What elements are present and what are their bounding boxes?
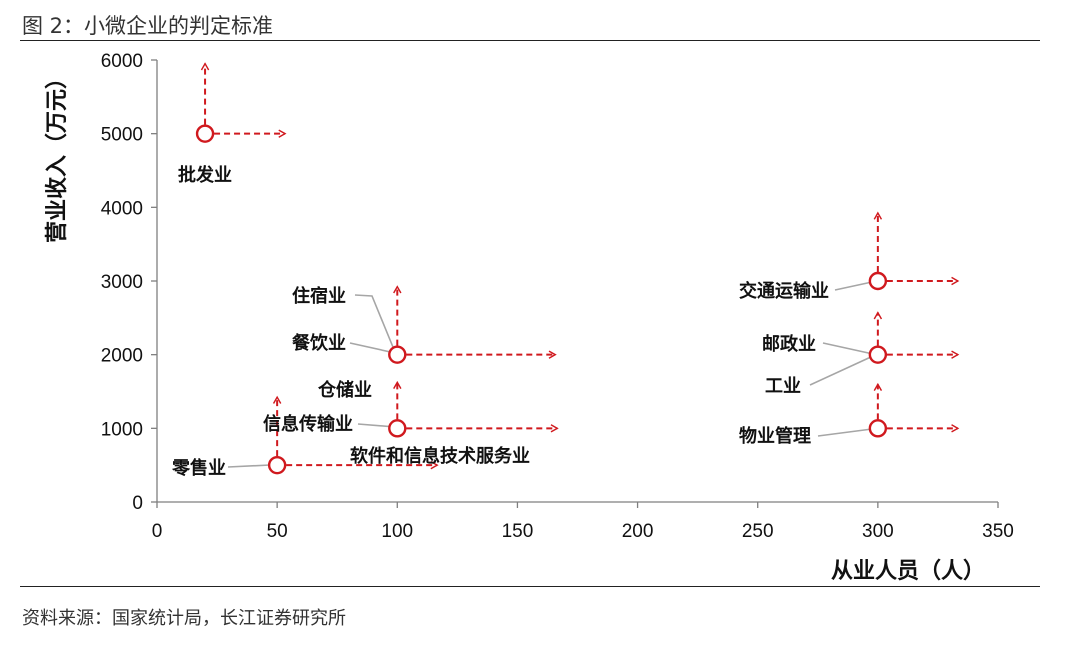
axes: 0 1000 2000 3000 4000 5000 6000 0 50 100 150 200 250… <box>101 51 1014 542</box>
data-points <box>195 124 888 475</box>
leader-line <box>349 342 396 354</box>
y-tick-label: 4000 <box>101 198 143 219</box>
data-point-marker <box>267 455 287 475</box>
point-label: 邮政业 <box>762 333 816 355</box>
leader-line <box>822 342 874 355</box>
y-tick-label: 5000 <box>101 125 143 146</box>
x-axis-title: 从业人员（人） <box>831 559 985 584</box>
leader-line <box>834 281 873 291</box>
leader-lines <box>227 281 874 468</box>
x-tick-label: 200 <box>622 521 654 542</box>
x-tick-label: 300 <box>862 521 894 542</box>
point-label: 仓储业 <box>317 379 372 401</box>
x-tick-label: 100 <box>381 521 413 542</box>
data-point-marker <box>868 345 888 364</box>
point-label: 餐饮业 <box>291 332 346 354</box>
figure-title: 图 2：小微企业的判定标准 <box>22 14 274 38</box>
y-tick-label: 6000 <box>101 51 143 72</box>
x-tick-label: 50 <box>267 521 288 542</box>
leader-line <box>227 464 271 468</box>
x-tick-label: 250 <box>742 521 774 542</box>
point-label: 住宿业 <box>292 285 346 307</box>
point-label: 工业 <box>765 376 801 397</box>
point-label: 交通运输业 <box>739 280 829 302</box>
point-label: 批发业 <box>178 164 232 186</box>
point-label: 信息传输业 <box>263 413 353 435</box>
y-tick-label: 0 <box>132 493 143 514</box>
y-tick-label: 1000 <box>101 419 143 440</box>
data-point-marker <box>195 124 215 143</box>
data-point-marker <box>868 271 888 291</box>
data-point-marker <box>388 345 407 364</box>
y-tick-label: 2000 <box>101 346 143 367</box>
leader-line <box>354 294 396 353</box>
data-point-marker <box>388 419 407 438</box>
point-label: 软件和信息技术服务业 <box>350 445 530 467</box>
leader-line <box>809 355 874 386</box>
x-tick-label: 0 <box>152 521 163 542</box>
leader-line <box>817 428 873 437</box>
threshold-arrows <box>200 62 960 470</box>
scatter-chart: 0 1000 2000 3000 4000 5000 6000 0 50 100 150 200 250… <box>44 51 1014 584</box>
point-label: 物业管理 <box>739 425 811 447</box>
source-note: 资料来源：国家统计局，长江证券研究所 <box>22 608 346 629</box>
y-tick-label: 3000 <box>101 272 143 293</box>
x-tick-label: 150 <box>502 521 534 542</box>
y-axis-title: 营业收入（万元） <box>44 67 70 243</box>
data-point-marker <box>868 419 888 438</box>
top-rule <box>20 40 1040 41</box>
x-tick-label: 350 <box>982 521 1014 542</box>
point-label: 零售业 <box>171 457 226 479</box>
bottom-rule <box>20 586 1040 587</box>
